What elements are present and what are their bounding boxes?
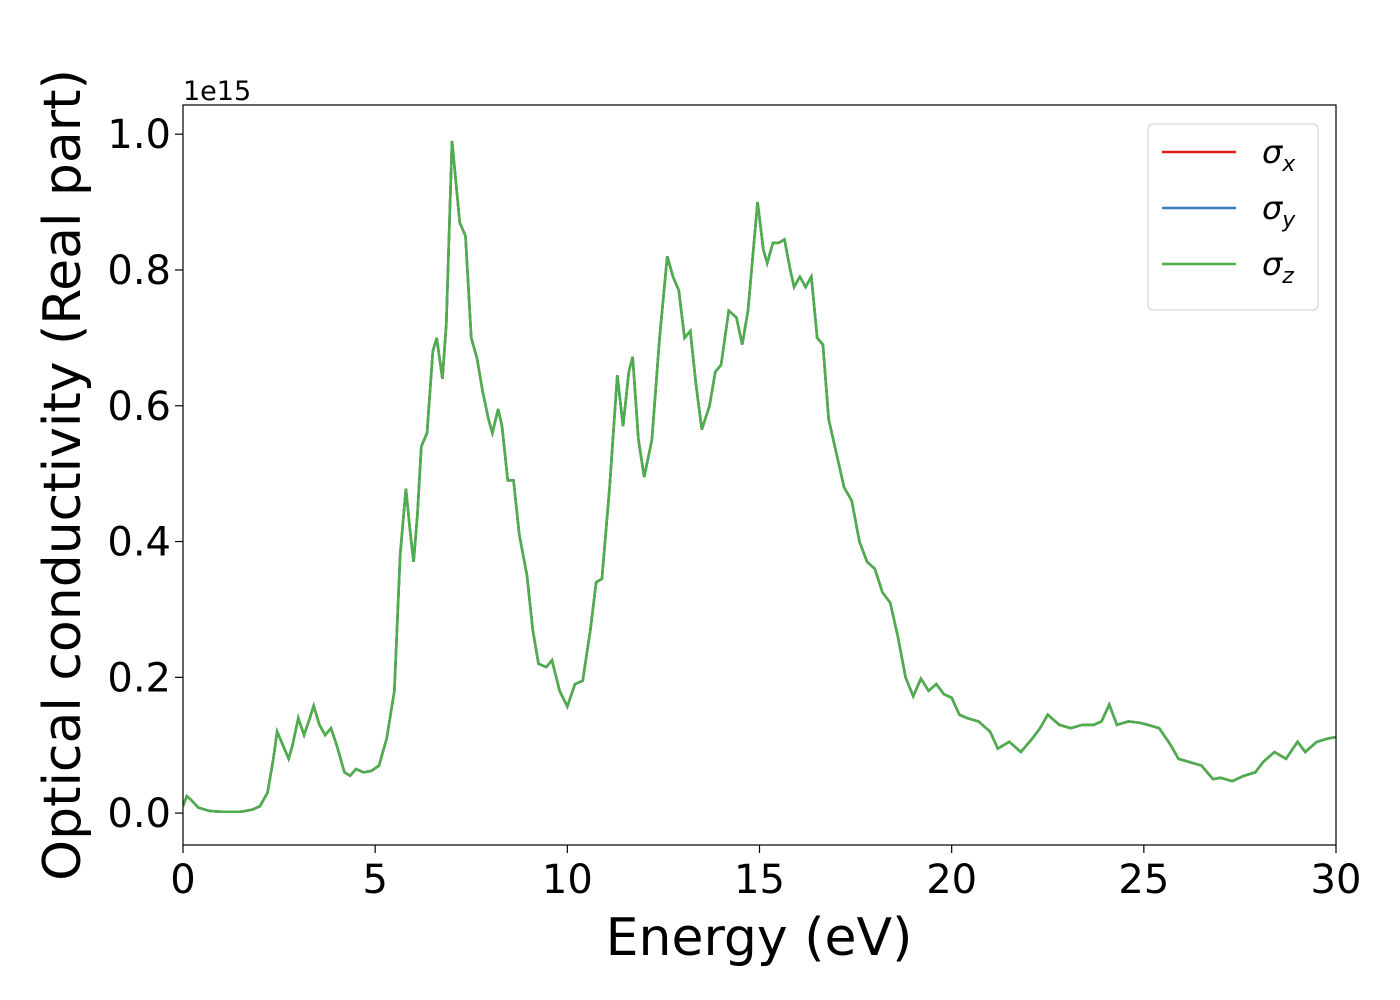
x-tick-label: 30 [1311,857,1362,903]
y-tick-label: 0.6 [107,384,171,430]
x-axis-label: Energy (eV) [606,908,913,968]
x-tick-label: 15 [734,857,785,903]
line [183,140,1336,813]
y-tick-label: 0.0 [107,791,171,837]
y-tick-label: 0.4 [107,520,171,566]
legend-label: σy [1262,189,1296,233]
x-tick-label: 5 [362,857,387,903]
x-tick-label: 25 [1118,857,1169,903]
y-tick-label: 0.2 [107,655,171,701]
plot-frame [182,104,1337,846]
x-tick-label: 10 [542,857,593,903]
y-tick-label: 0.8 [107,248,171,294]
x-tick-label: 20 [926,857,977,903]
offset-label: 1e15 [183,76,251,107]
y-axis-label: Optical conductivity (Real part) [33,69,93,881]
x-tick-label: 0 [170,857,195,903]
legend-label: σx [1262,133,1296,177]
y-tick-label: 1.0 [107,112,171,158]
legend-label: σz [1262,245,1294,289]
